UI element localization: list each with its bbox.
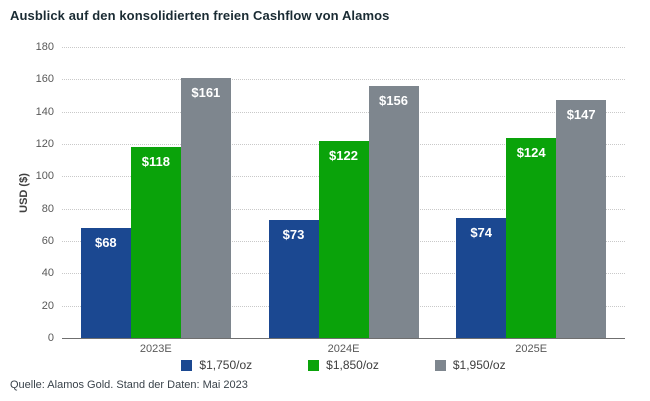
y-tick-label: 60: [41, 235, 54, 247]
bar: $161: [180, 77, 231, 338]
y-tick-label: 180: [35, 41, 54, 53]
y-tick-label: 160: [35, 73, 54, 86]
legend: $1,750/oz $1,850/oz $1,950/oz: [62, 358, 625, 372]
y-tick-label: 0: [47, 332, 54, 344]
bar: $73: [268, 219, 319, 338]
y-tick-label: 80: [41, 202, 54, 215]
bar: $74: [456, 218, 507, 338]
bar-value-label: $147: [566, 107, 596, 123]
legend-swatch-icon: [308, 359, 320, 371]
legend-item: $1,750/oz: [181, 358, 252, 372]
bar-value-label: $73: [282, 226, 305, 242]
legend-label: $1,950/oz: [452, 358, 506, 372]
bar-group-2024e: $73 $122 $156: [250, 47, 438, 338]
bar-value-label: $156: [379, 92, 408, 108]
y-tick-label: 140: [35, 105, 54, 118]
legend-label: $1,850/oz: [326, 358, 379, 372]
bar: $122: [318, 140, 369, 338]
bar: $124: [506, 137, 557, 338]
bar: $147: [556, 100, 607, 338]
bar-value-label: $68: [94, 235, 117, 251]
gridline: [62, 111, 625, 113]
y-tick-label: 20: [41, 299, 54, 312]
y-tick-label: 100: [35, 170, 54, 183]
x-tick-label: 2023E: [139, 343, 172, 355]
gridline: [62, 47, 625, 48]
legend-swatch-icon: [434, 359, 446, 371]
chart-title: Ausblick auf den konsolidierten freien C…: [10, 8, 390, 23]
bar: $118: [130, 147, 181, 338]
legend-item: $1,950/oz: [434, 358, 506, 372]
x-tick-label: 2024E: [327, 343, 360, 355]
legend-swatch-icon: [181, 359, 193, 371]
bar-value-label: $74: [470, 225, 493, 241]
plot-area: $68 $118 $161 $73 $122 $156 $74 $124 $147: [62, 47, 625, 339]
bar-value-label: $161: [191, 84, 221, 100]
bar-value-label: $122: [329, 147, 358, 163]
y-tick-label: 40: [41, 267, 54, 280]
bar-value-label: $118: [141, 154, 170, 170]
source-note: Quelle: Alamos Gold. Stand der Daten: Ma…: [10, 379, 248, 391]
y-tick-label: 120: [35, 138, 54, 150]
gridline: [62, 79, 625, 81]
bar: $156: [368, 85, 419, 338]
bar: $68: [80, 228, 131, 338]
bar-group-2025e: $74 $124 $147: [437, 47, 625, 338]
legend-item: $1,850/oz: [308, 358, 379, 372]
x-tick-label: 2025E: [515, 343, 548, 355]
y-axis-ticks: 0 20 40 60 80 100 120 140 160 180: [0, 41, 54, 344]
bar-value-label: $124: [516, 144, 546, 160]
legend-label: $1,750/oz: [199, 358, 253, 372]
bar-group-2023e: $68 $118 $161: [62, 47, 250, 338]
bar-groups: $68 $118 $161 $73 $122 $156 $74 $124 $147: [62, 47, 625, 338]
x-axis-labels: 2023E 2024E 2025E: [62, 343, 625, 355]
